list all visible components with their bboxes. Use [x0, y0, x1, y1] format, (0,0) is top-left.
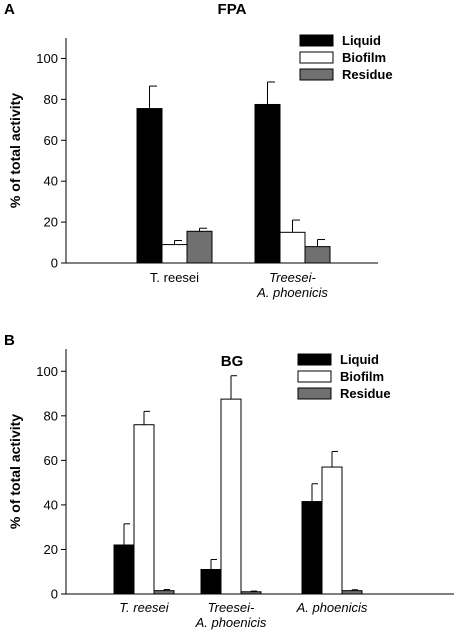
category-label: Treesei-: [208, 600, 255, 615]
bar-biofilm: [133, 424, 155, 595]
y-axis-label: % of total activity: [7, 414, 23, 529]
bar-liquid: [136, 108, 163, 264]
y-tick-label: 60: [44, 453, 58, 468]
category-label: A. phoenicis: [256, 285, 328, 300]
chart-title: FPA: [218, 1, 247, 18]
category-label: Treesei-: [269, 270, 316, 285]
bar-liquid: [254, 103, 281, 264]
bar-residue: [153, 590, 175, 595]
legend-swatch-liquid: [297, 353, 332, 366]
y-tick-label: 20: [44, 215, 58, 230]
y-tick-label: 80: [44, 408, 58, 423]
y-tick-label: 40: [44, 497, 58, 512]
y-tick-label: 100: [36, 51, 58, 66]
y-tick-label: 20: [44, 542, 58, 557]
bar-biofilm: [321, 466, 343, 595]
legend-swatch-biofilm: [299, 51, 334, 64]
y-tick-label: 0: [51, 587, 58, 602]
y-tick-label: 100: [36, 364, 58, 379]
category-label: A. phoenicis: [195, 615, 267, 630]
bar-biofilm: [279, 231, 306, 264]
legend-swatch-residue: [299, 68, 334, 81]
category-label: T. reesei: [150, 270, 199, 285]
legend-label: Liquid: [342, 33, 381, 48]
legend-swatch-biofilm: [297, 370, 332, 383]
legend-label: Liquid: [340, 352, 379, 367]
y-tick-label: 0: [51, 256, 58, 271]
bar-residue: [341, 590, 363, 595]
legend-swatch-residue: [297, 387, 332, 400]
y-axis-label: % of total activity: [7, 93, 23, 208]
panel-letter: B: [4, 332, 15, 349]
bar-residue: [240, 591, 262, 595]
legend-label: Residue: [340, 386, 391, 401]
bar-liquid: [113, 544, 135, 595]
chart-title: BG: [221, 353, 244, 370]
chart-panel-b: B BG 0 20 40 60 80 100 % of total activity T. ree…: [4, 332, 454, 630]
bar-biofilm: [220, 398, 242, 595]
category-label: A. phoenicis: [296, 600, 368, 615]
legend-label: Biofilm: [342, 50, 386, 65]
bar-residue: [304, 246, 331, 264]
category-label: T. reesei: [119, 600, 169, 615]
y-tick-label: 80: [44, 92, 58, 107]
bar-residue: [186, 230, 213, 264]
chart-panel-a: A FPA 0 20 40 60 80 100 % of total activity T. re…: [4, 1, 393, 300]
bar-liquid: [200, 569, 222, 595]
panel-letter: A: [4, 1, 15, 18]
legend-swatch-liquid: [299, 34, 334, 47]
legend-label: Residue: [342, 67, 393, 82]
legend-label: Biofilm: [340, 369, 384, 384]
y-tick-label: 40: [44, 174, 58, 189]
bar-biofilm: [161, 244, 188, 264]
y-tick-label: 60: [44, 133, 58, 148]
bar-liquid: [301, 501, 323, 595]
